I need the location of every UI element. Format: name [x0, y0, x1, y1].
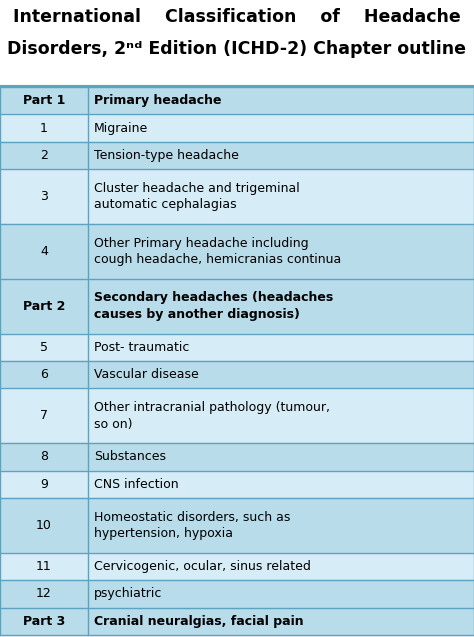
Text: Post- traumatic: Post- traumatic — [94, 341, 189, 354]
Text: Secondary headaches (headaches
causes by another diagnosis): Secondary headaches (headaches causes by… — [94, 292, 333, 321]
Text: Cranial neuralgias, facial pain: Cranial neuralgias, facial pain — [94, 615, 303, 628]
Bar — [88, 224, 474, 279]
Text: Substances: Substances — [94, 450, 166, 463]
Text: Cervicogenic, ocular, sinus related: Cervicogenic, ocular, sinus related — [94, 560, 310, 573]
Bar — [88, 334, 474, 361]
Text: 10: 10 — [36, 519, 52, 532]
Bar — [0, 608, 88, 635]
Text: CNS infection: CNS infection — [94, 478, 178, 490]
Text: Migraine: Migraine — [94, 122, 148, 134]
Bar — [0, 87, 88, 115]
Text: 6: 6 — [40, 368, 48, 381]
Bar — [88, 498, 474, 553]
Bar — [88, 389, 474, 443]
Text: Vascular disease: Vascular disease — [94, 368, 199, 381]
Bar — [0, 142, 88, 169]
Text: 2: 2 — [40, 149, 48, 162]
Bar — [0, 115, 88, 142]
Bar — [88, 580, 474, 608]
Bar — [88, 87, 474, 115]
Text: psychiatric: psychiatric — [94, 587, 162, 601]
Bar — [0, 169, 88, 224]
Bar — [88, 115, 474, 142]
Text: Cluster headache and trigeminal
automatic cephalagias: Cluster headache and trigeminal automati… — [94, 182, 300, 211]
Text: 4: 4 — [40, 245, 48, 258]
Bar — [88, 608, 474, 635]
Text: 7: 7 — [40, 410, 48, 422]
Text: International    Classification    of    Headache: International Classification of Headache — [13, 8, 461, 26]
Text: 3: 3 — [40, 190, 48, 203]
Text: 1: 1 — [40, 122, 48, 134]
Text: Primary headache: Primary headache — [94, 94, 221, 107]
Bar — [0, 279, 88, 334]
Text: Other intracranial pathology (tumour,
so on): Other intracranial pathology (tumour, so… — [94, 401, 330, 431]
Text: Tension-type headache: Tension-type headache — [94, 149, 238, 162]
Bar — [88, 142, 474, 169]
Bar — [88, 279, 474, 334]
Text: 9: 9 — [40, 478, 48, 490]
Text: 5: 5 — [40, 341, 48, 354]
Bar — [0, 580, 88, 608]
Text: Homeostatic disorders, such as
hypertension, hypoxia: Homeostatic disorders, such as hypertens… — [94, 511, 290, 540]
Bar — [88, 169, 474, 224]
Bar — [0, 0, 474, 78]
Text: 8: 8 — [40, 450, 48, 463]
Bar — [0, 553, 88, 580]
Text: 11: 11 — [36, 560, 52, 573]
Text: Disorders, 2ⁿᵈ Edition (ICHD-2) Chapter outline: Disorders, 2ⁿᵈ Edition (ICHD-2) Chapter … — [8, 40, 466, 58]
Bar — [0, 389, 88, 443]
Bar — [88, 443, 474, 471]
Text: Part 3: Part 3 — [23, 615, 65, 628]
Bar — [0, 471, 88, 498]
Bar — [88, 553, 474, 580]
Text: Other Primary headache including
cough headache, hemicranias continua: Other Primary headache including cough h… — [94, 237, 341, 266]
Text: Part 1: Part 1 — [23, 94, 65, 107]
Bar — [88, 471, 474, 498]
Bar — [0, 443, 88, 471]
Text: 12: 12 — [36, 587, 52, 601]
Bar — [88, 361, 474, 389]
Bar — [0, 498, 88, 553]
Bar — [0, 361, 88, 389]
Text: Part 2: Part 2 — [23, 299, 65, 313]
Bar — [0, 224, 88, 279]
Bar — [0, 334, 88, 361]
